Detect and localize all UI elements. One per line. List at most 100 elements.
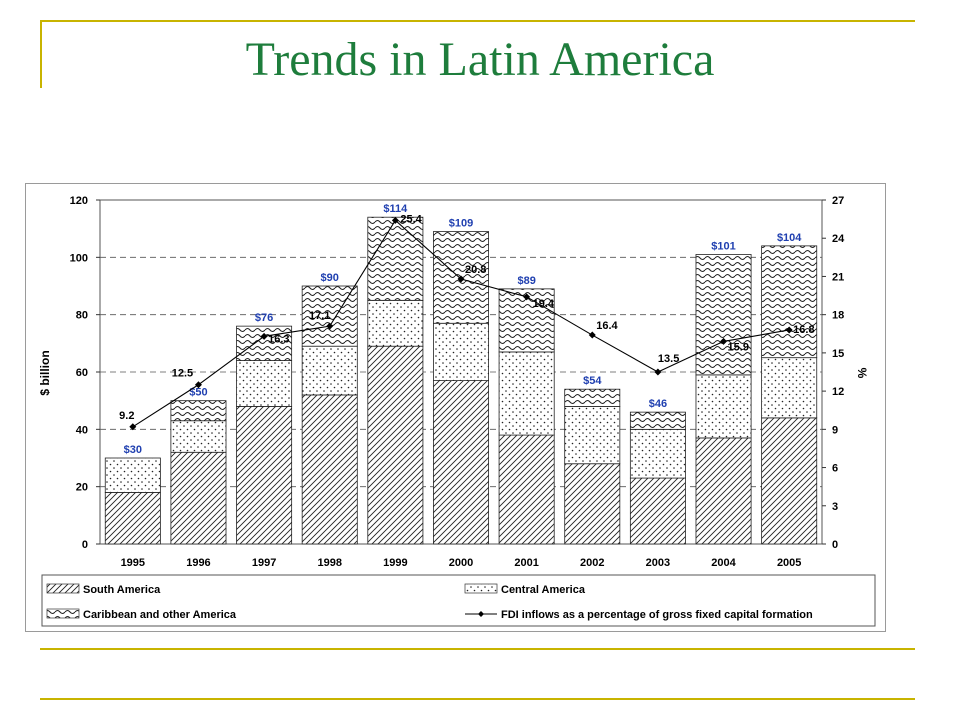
fdi-marker bbox=[654, 368, 662, 376]
fdi-value-label: 20.8 bbox=[465, 264, 486, 276]
slide-title: Trends in Latin America bbox=[245, 33, 715, 86]
bar-total-label: $89 bbox=[517, 275, 535, 287]
decor-line-top bbox=[40, 20, 915, 22]
y2-tick-label: 0 bbox=[832, 539, 838, 551]
y2-tick-label: 21 bbox=[832, 271, 844, 283]
y2-tick-label: 6 bbox=[832, 463, 838, 475]
legend-swatch-caribbean bbox=[46, 608, 80, 619]
bar-central-america bbox=[170, 420, 227, 453]
fdi-marker bbox=[588, 331, 596, 339]
bar-south-america bbox=[301, 394, 358, 545]
bar-total-label: $54 bbox=[583, 375, 602, 387]
bar-central-america bbox=[695, 374, 752, 439]
x-tick-label: 2000 bbox=[449, 557, 473, 569]
bar-south-america bbox=[498, 434, 555, 545]
decor-line-left bbox=[40, 20, 42, 88]
y2-tick-label: 18 bbox=[832, 310, 844, 322]
x-tick-label: 1999 bbox=[383, 557, 407, 569]
bar-caribbean bbox=[564, 388, 621, 407]
bar-central-america bbox=[104, 457, 161, 493]
fdi-value-label: 9.2 bbox=[119, 410, 134, 422]
bar-caribbean bbox=[367, 216, 424, 301]
bar-total-label: $109 bbox=[449, 218, 473, 230]
y-tick-label: 0 bbox=[82, 539, 88, 551]
x-tick-label: 2002 bbox=[580, 557, 604, 569]
fdi-value-label: 16.4 bbox=[596, 320, 618, 332]
y-axis-label: $ billion bbox=[38, 350, 52, 395]
decor-line-bottom-2 bbox=[40, 698, 915, 700]
fdi-value-label: 15.9 bbox=[728, 341, 749, 353]
bar-south-america bbox=[236, 405, 293, 545]
legend: South America Caribbean and other Americ… bbox=[41, 574, 876, 627]
bar-central-america bbox=[564, 405, 621, 465]
x-tick-label: 1998 bbox=[317, 557, 341, 569]
fdi-value-label: 12.5 bbox=[172, 368, 193, 380]
y2-tick-label: 12 bbox=[832, 386, 844, 398]
bar-caribbean bbox=[170, 400, 227, 422]
bar-caribbean bbox=[695, 254, 752, 376]
bar-total-label: $76 bbox=[255, 312, 273, 324]
bar-central-america bbox=[367, 299, 424, 347]
bar-total-label: $46 bbox=[649, 398, 667, 410]
fdi-value-label: 16.3 bbox=[268, 333, 289, 345]
y2-tick-label: 3 bbox=[832, 501, 838, 513]
y-tick-label: 20 bbox=[76, 482, 88, 494]
legend-box bbox=[41, 574, 876, 627]
fdi-marker bbox=[260, 332, 268, 340]
bar-total-label: $30 bbox=[124, 444, 142, 456]
fdi-chart: $30 $50 $76 $90 $114 $109 $89 $54 $46 $101 $104 9.… bbox=[25, 183, 886, 632]
bar-south-america bbox=[170, 451, 227, 545]
fdi-marker bbox=[129, 423, 137, 431]
bar-central-america bbox=[301, 345, 358, 396]
bar-south-america bbox=[367, 345, 424, 545]
bar-caribbean bbox=[761, 245, 818, 359]
x-tick-label: 1996 bbox=[186, 557, 210, 569]
fdi-marker bbox=[523, 293, 531, 301]
legend-label-south-america: South America bbox=[83, 584, 161, 596]
bar-total-label: $90 bbox=[321, 272, 339, 284]
y2-axis-label: % bbox=[855, 368, 869, 379]
legend-label-fdi: FDI inflows as a percentage of gross fix… bbox=[501, 609, 813, 621]
legend-swatch-central-america bbox=[464, 583, 498, 594]
bar-central-america bbox=[433, 322, 489, 381]
bar-total-label: $50 bbox=[189, 387, 207, 399]
bar-south-america bbox=[761, 417, 818, 545]
x-tick-label: 1995 bbox=[121, 557, 145, 569]
chart-container: $30 $50 $76 $90 $114 $109 $89 $54 $46 $101 $104 9.… bbox=[25, 183, 886, 632]
legend-label-caribbean: Caribbean and other America bbox=[83, 609, 237, 621]
x-tick-label: 1997 bbox=[252, 557, 276, 569]
bar-total-label: $114 bbox=[383, 203, 408, 215]
bar-caribbean bbox=[629, 411, 686, 430]
y2-tick-label: 24 bbox=[832, 233, 845, 245]
y-tick-label: 100 bbox=[70, 252, 88, 264]
bars: $30 $50 $76 $90 $114 $109 $89 $54 $46 $101 $104 bbox=[104, 203, 818, 545]
fdi-marker bbox=[326, 322, 334, 330]
fdi-marker bbox=[457, 275, 465, 283]
y2-tick-label: 9 bbox=[832, 424, 838, 436]
bar-central-america bbox=[498, 351, 555, 436]
y-tick-label: 40 bbox=[76, 424, 88, 436]
x-tick-label: 2005 bbox=[777, 557, 801, 569]
fdi-value-label: 25.4 bbox=[400, 213, 422, 225]
fdi-marker bbox=[785, 326, 793, 334]
bar-south-america bbox=[629, 477, 686, 545]
fdi-value-label: 13.5 bbox=[658, 353, 679, 365]
legend-label-central-america: Central America bbox=[501, 584, 586, 596]
legend-marker-fdi bbox=[478, 611, 484, 617]
bar-total-label: $101 bbox=[711, 240, 735, 252]
x-tick-label: 2001 bbox=[514, 557, 538, 569]
bar-central-america bbox=[236, 360, 293, 407]
bar-total-label: $104 bbox=[777, 232, 802, 244]
decor-line-bottom bbox=[40, 648, 915, 650]
fdi-value-label: 16.8 bbox=[793, 324, 814, 336]
legend-swatch-south-america bbox=[46, 583, 80, 594]
y-tick-label: 60 bbox=[76, 367, 88, 379]
y-tick-label: 120 bbox=[70, 195, 88, 207]
bar-central-america bbox=[629, 428, 686, 479]
fdi-marker bbox=[391, 216, 399, 224]
bar-south-america bbox=[695, 437, 752, 545]
bar-south-america bbox=[433, 380, 489, 545]
y2-tick-label: 15 bbox=[832, 348, 844, 360]
y-tick-label: 80 bbox=[76, 310, 88, 322]
x-tick-label: 2003 bbox=[646, 557, 670, 569]
